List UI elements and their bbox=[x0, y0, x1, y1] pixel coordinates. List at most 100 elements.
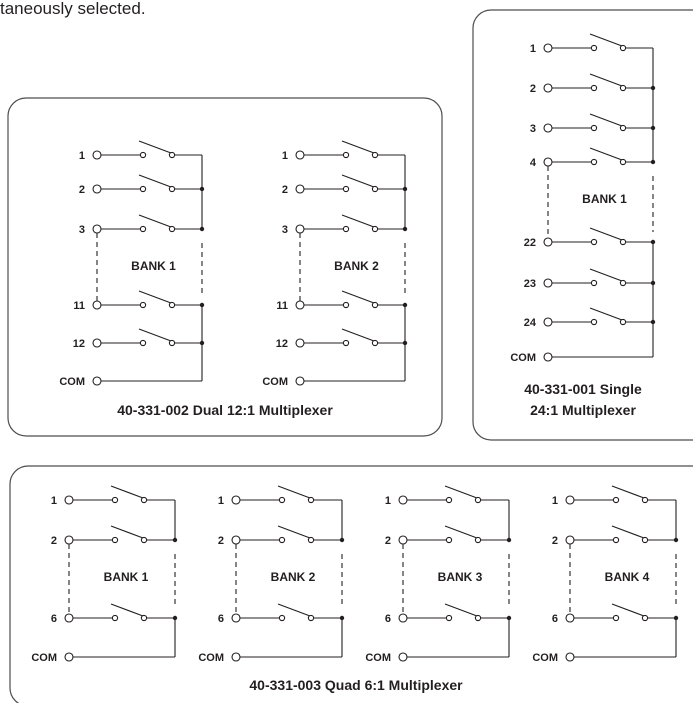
bank-label: BANK 1 bbox=[131, 259, 176, 273]
input-terminal bbox=[565, 613, 575, 623]
channel-pin-label: 3 bbox=[530, 123, 536, 135]
com-label: COM bbox=[510, 352, 536, 364]
switch-contact bbox=[612, 536, 620, 544]
switch-blade bbox=[589, 73, 623, 87]
input-terminal bbox=[543, 237, 553, 247]
channel-pin-label: 1 bbox=[385, 495, 391, 507]
input-terminal bbox=[295, 150, 305, 160]
switch-contact bbox=[590, 158, 598, 166]
channel-pin-label: 2 bbox=[282, 184, 288, 196]
com-terminal bbox=[565, 652, 575, 662]
com-terminal bbox=[398, 652, 408, 662]
intro-text-fragment: taneously selected. bbox=[0, 0, 146, 18]
junction-dot bbox=[673, 615, 679, 621]
channel-pin-label: 4 bbox=[530, 157, 537, 169]
bank-quad-1: 1 2 6 COM BANK 1 bbox=[31, 485, 178, 664]
channel-pin-label: 1 bbox=[51, 495, 57, 507]
com-terminal bbox=[92, 376, 102, 386]
switch-contact bbox=[474, 496, 482, 504]
input-terminal bbox=[92, 150, 102, 160]
junction-dot bbox=[506, 615, 512, 621]
bank-label: BANK 1 bbox=[582, 192, 627, 206]
switch-contact bbox=[445, 614, 453, 622]
channel-pin-label: 6 bbox=[385, 613, 391, 625]
switch-contact bbox=[641, 496, 649, 504]
input-terminal bbox=[295, 300, 305, 310]
com-label: COM bbox=[31, 652, 57, 664]
switch-contact bbox=[619, 279, 627, 287]
com-label: COM bbox=[198, 652, 224, 664]
input-terminal bbox=[64, 613, 74, 623]
input-terminal bbox=[295, 224, 305, 234]
switch-blade bbox=[589, 147, 623, 161]
switch-contact bbox=[619, 44, 627, 52]
switch-blade bbox=[138, 214, 172, 228]
junction-dot bbox=[199, 340, 205, 346]
switch-contact bbox=[140, 614, 148, 622]
switch-contact bbox=[619, 238, 627, 246]
switch-contact bbox=[139, 225, 147, 233]
input-terminal bbox=[543, 278, 553, 288]
channel-pin-label: 6 bbox=[552, 613, 558, 625]
junction-dot bbox=[339, 615, 345, 621]
junction-dot bbox=[650, 85, 656, 91]
junction-dot bbox=[650, 319, 656, 325]
bank-quad-2: 1 2 6 COM BANK 2 bbox=[198, 485, 345, 664]
input-terminal bbox=[543, 317, 553, 327]
switch-contact bbox=[342, 151, 350, 159]
channel-pin-label: 1 bbox=[530, 43, 536, 55]
junction-dot bbox=[402, 226, 408, 232]
junction-dot bbox=[650, 280, 656, 286]
switch-contact bbox=[641, 614, 649, 622]
junction-dot bbox=[673, 537, 679, 543]
channel-pin-label: 1 bbox=[552, 495, 558, 507]
junction-dot bbox=[402, 186, 408, 192]
input-terminal bbox=[231, 613, 241, 623]
channel-pin-label: 2 bbox=[79, 184, 85, 196]
bank-label: BANK 2 bbox=[334, 259, 379, 273]
channel-pin-label: 3 bbox=[79, 224, 85, 236]
channel-pin-label: 2 bbox=[552, 535, 558, 547]
channel-pin-label: 1 bbox=[218, 495, 224, 507]
channel-pin-label: 6 bbox=[51, 613, 57, 625]
junction-dot bbox=[506, 537, 512, 543]
com-terminal bbox=[295, 376, 305, 386]
channel-pin-label: 24 bbox=[524, 317, 537, 329]
switch-blade bbox=[277, 525, 311, 539]
bank-quad-3: 1 2 6 COM BANK 3 bbox=[365, 485, 512, 664]
input-terminal bbox=[64, 495, 74, 505]
input-terminal bbox=[543, 43, 553, 53]
switch-contact bbox=[590, 44, 598, 52]
switch-contact bbox=[590, 279, 598, 287]
input-terminal bbox=[565, 535, 575, 545]
bank-label: BANK 3 bbox=[438, 570, 483, 584]
switch-contact bbox=[168, 339, 176, 347]
junction-dot bbox=[339, 537, 345, 543]
switch-contact bbox=[371, 301, 379, 309]
switch-contact bbox=[619, 84, 627, 92]
switch-contact bbox=[641, 536, 649, 544]
bank-quad-4: 1 2 6 COM BANK 4 bbox=[532, 485, 679, 664]
switch-contact bbox=[342, 339, 350, 347]
switch-blade bbox=[341, 328, 375, 342]
dual-mux-caption: 40-331-002 Dual 12:1 Multiplexer bbox=[117, 402, 333, 418]
switch-contact bbox=[342, 301, 350, 309]
junction-dot bbox=[650, 125, 656, 131]
switch-contact bbox=[111, 614, 119, 622]
switch-contact bbox=[168, 225, 176, 233]
switch-blade bbox=[138, 328, 172, 342]
channel-pin-label: 3 bbox=[282, 224, 288, 236]
switch-contact bbox=[139, 151, 147, 159]
single-mux-caption-line1: 40-331-001 Single bbox=[524, 381, 642, 397]
com-terminal bbox=[231, 652, 241, 662]
input-terminal bbox=[543, 83, 553, 93]
input-terminal bbox=[92, 184, 102, 194]
switch-blade bbox=[277, 603, 311, 617]
single-mux-panel bbox=[472, 9, 693, 441]
switch-contact bbox=[342, 225, 350, 233]
switch-blade bbox=[611, 603, 645, 617]
com-label: COM bbox=[262, 376, 288, 388]
junction-dot bbox=[172, 537, 178, 543]
